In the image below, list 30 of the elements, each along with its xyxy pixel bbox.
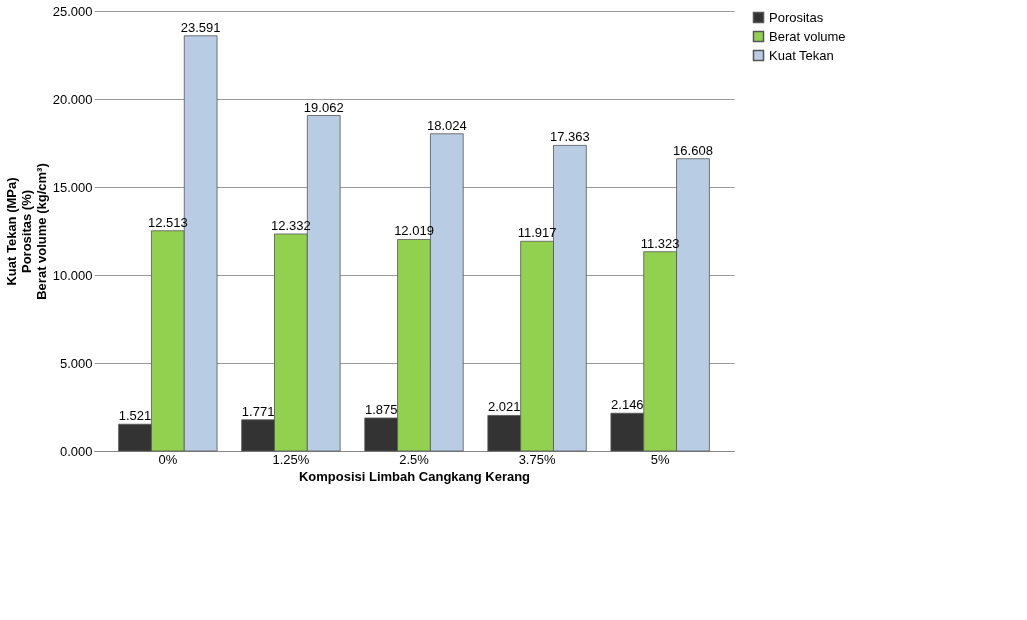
y-tick-label: 25.000 xyxy=(52,3,93,19)
x-tick-label: 3.75% xyxy=(518,451,556,467)
data-label: 2.021 xyxy=(487,399,521,415)
data-label: 1.521 xyxy=(118,408,152,424)
data-label: 19.062 xyxy=(303,99,344,115)
legend-label: Berat volume xyxy=(769,28,846,44)
y-axis-title: Kuat Tekan (MPa) Porositas (%) Berat volume (kg/cm³) xyxy=(3,163,49,300)
data-label: 2.146 xyxy=(611,397,644,413)
data-label: 12.019 xyxy=(394,223,434,239)
x-tick-label: 5% xyxy=(650,451,670,467)
data-label: 16.608 xyxy=(673,142,713,158)
data-label: 1.875 xyxy=(364,402,398,417)
y-tick-label: 20.000 xyxy=(52,91,93,107)
y-tick-label: 0.000 xyxy=(59,443,93,459)
y-tick-label: 15.000 xyxy=(52,179,93,195)
x-axis-title: Komposisi Limbah Cangkang Kerang xyxy=(298,468,531,484)
y-tick-label: 10.000 xyxy=(52,267,93,283)
y-tick-label: 5.000 xyxy=(59,355,93,371)
data-label: 11.323 xyxy=(640,235,680,251)
data-label: 18.024 xyxy=(426,117,467,133)
data-label: 12.513 xyxy=(147,214,188,230)
legend-label: Kuat Tekan xyxy=(769,47,834,63)
x-tick-label: 2.5% xyxy=(399,451,430,467)
legend-label: Porositas xyxy=(769,9,824,25)
x-tick-label: 0% xyxy=(158,451,178,467)
data-label: 23.591 xyxy=(180,19,221,35)
x-tick-label: 1.25% xyxy=(272,451,310,467)
data-label: 12.332 xyxy=(271,217,311,233)
data-label: 1.771 xyxy=(241,403,275,419)
data-label: 17.363 xyxy=(550,129,590,145)
